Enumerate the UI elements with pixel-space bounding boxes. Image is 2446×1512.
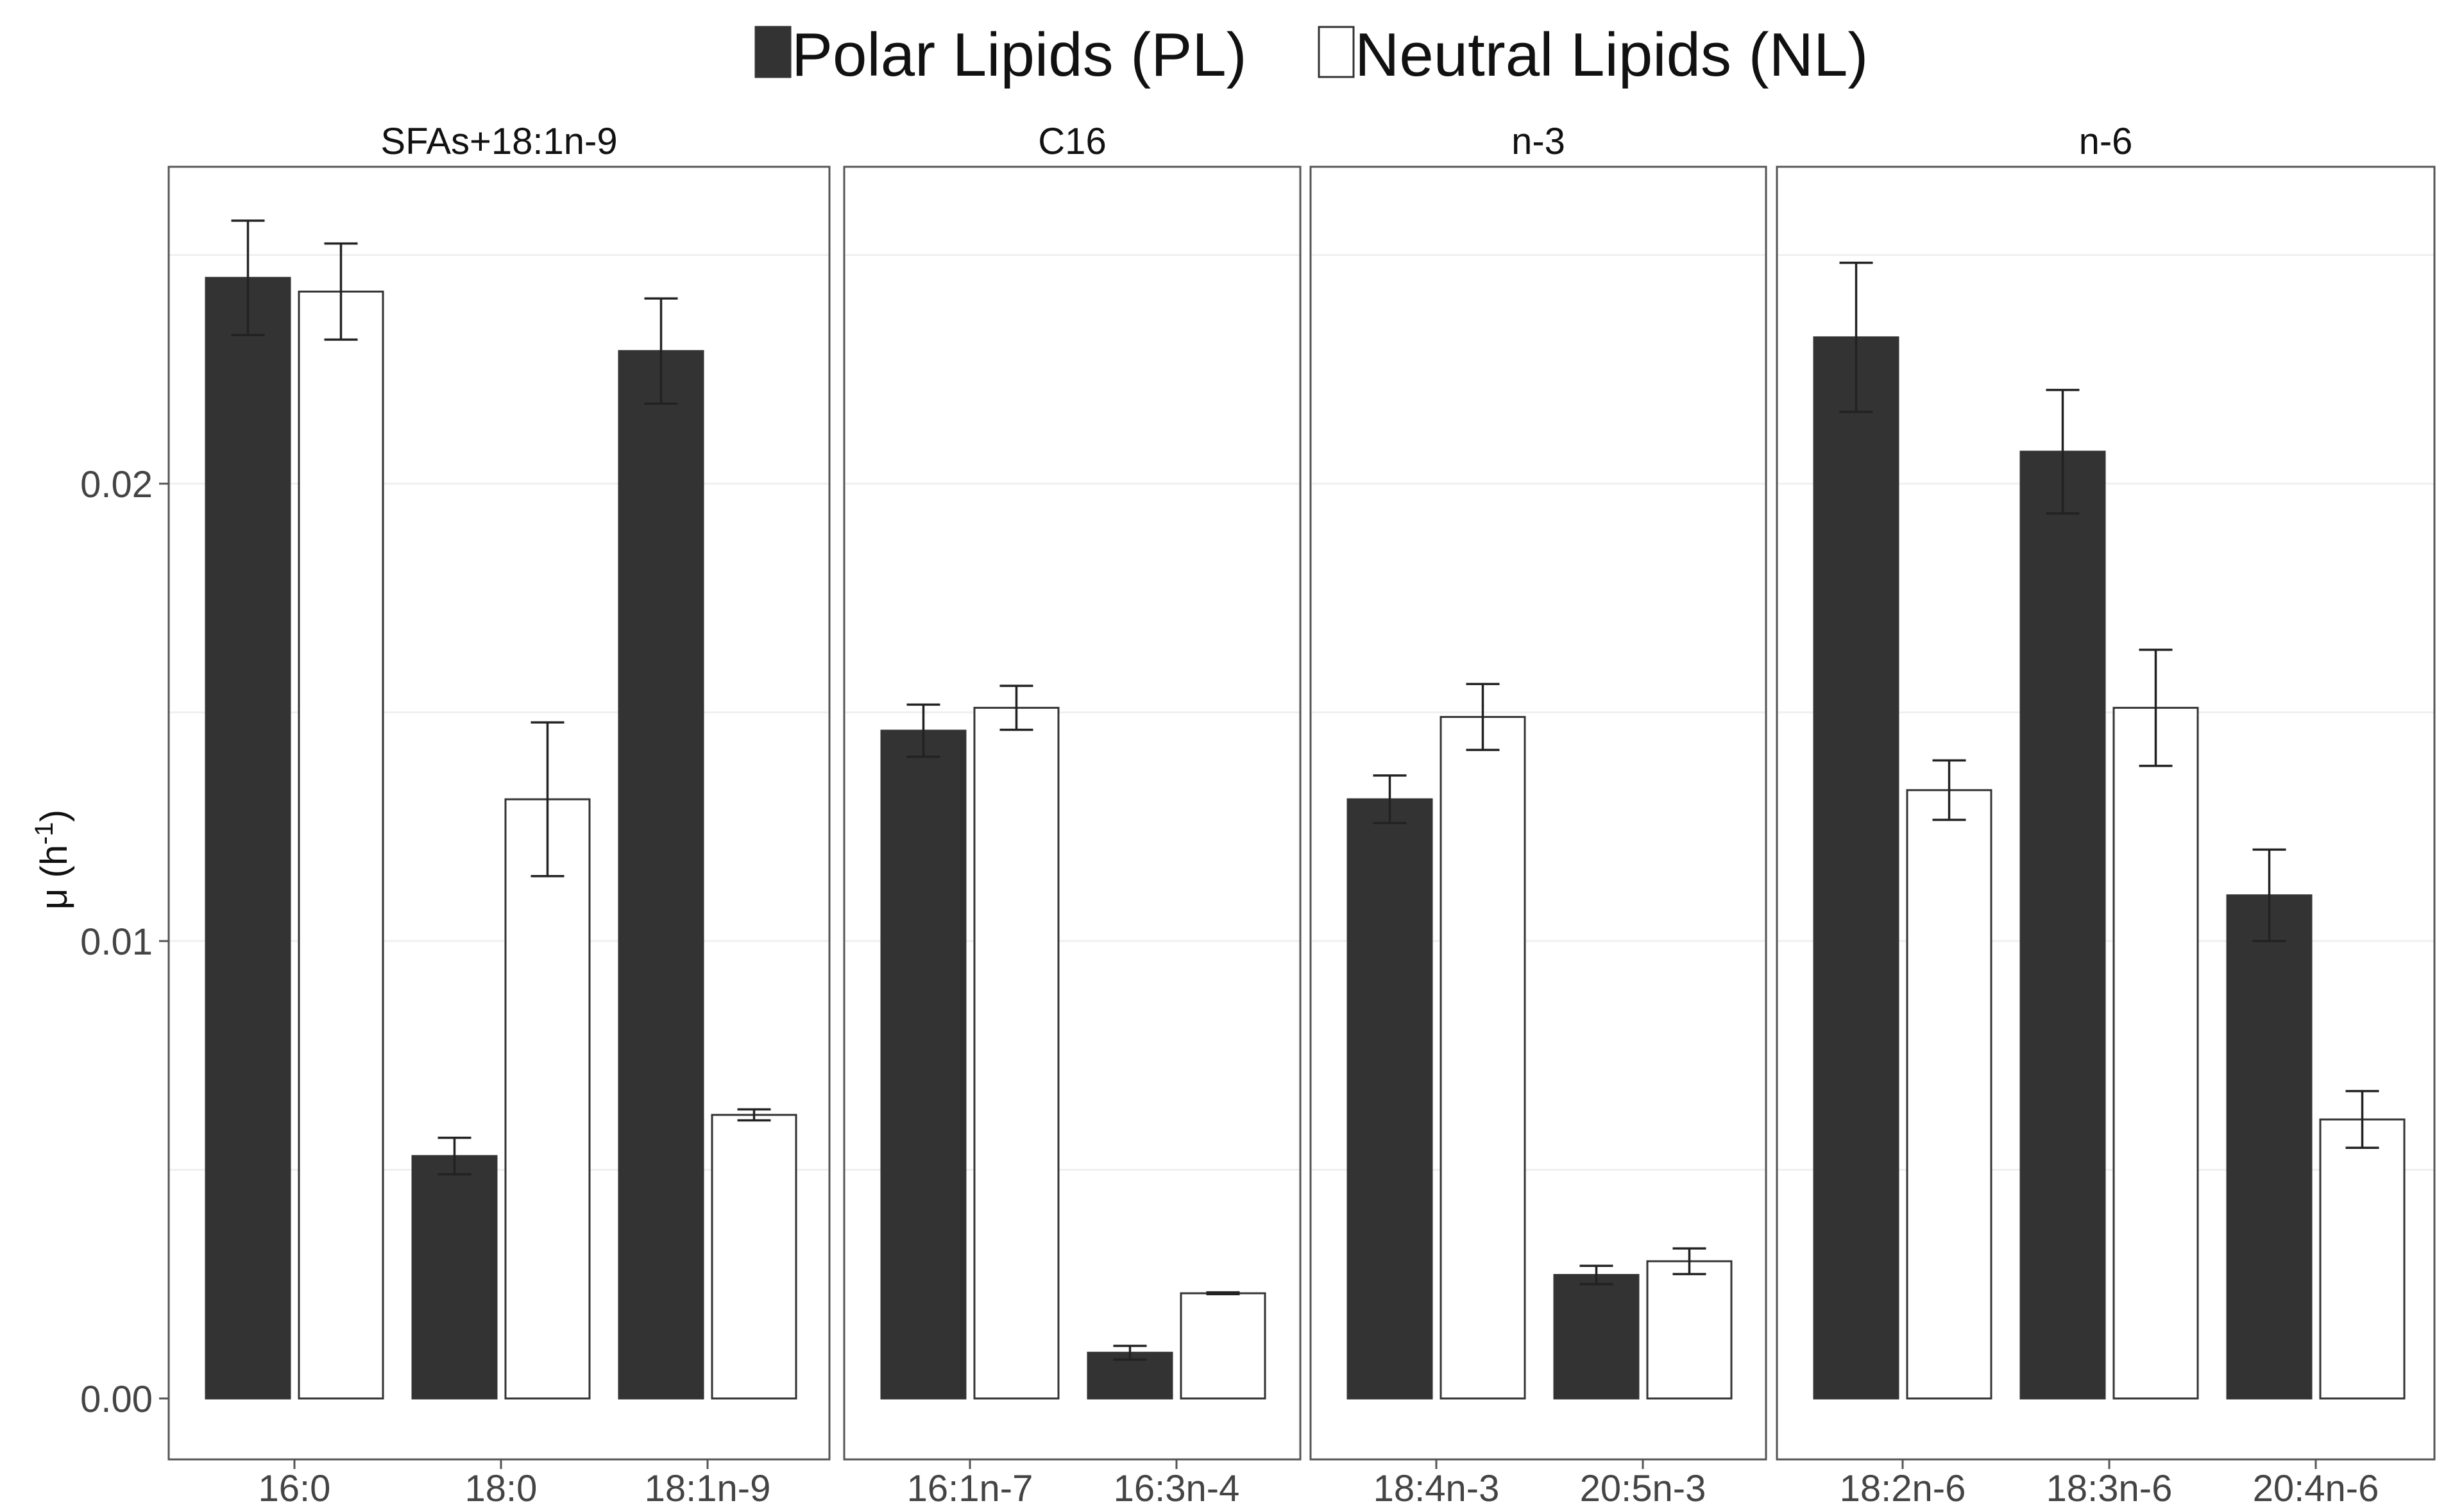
errorbar-nl-18-3n-6: [2139, 649, 2173, 767]
facet-panels: SFAs+18:1n-9 16:0 18:0 18:1n-9 C16 16:1n-7 16:…: [167, 121, 2436, 1509]
errorbar-nl-16-0: [324, 242, 358, 341]
x-tick-label: 18:2n-6: [1840, 1468, 1966, 1509]
legend-swatch-pl: [754, 26, 792, 78]
bar-pl-20-4n-6: [2226, 894, 2313, 1400]
errorbar-pl-16-0: [231, 219, 265, 337]
errorbar-pl-18-0: [437, 1136, 471, 1176]
errorbar-pl-18-2n-6: [1839, 261, 1873, 413]
bar-nl-18-2n-6: [1906, 789, 1992, 1400]
bar-pl-16-1n-7: [880, 729, 967, 1400]
bar-nl-16-1n-7: [973, 706, 1060, 1400]
y-axis: 0.00 0.01 0.02: [80, 464, 169, 1420]
x-tick-label: 18:0: [465, 1468, 538, 1509]
y-tick-label: 0.02: [80, 464, 153, 505]
errorbar-nl-16-3n-4: [1206, 1291, 1240, 1296]
panel-n-3: n-3 18:4n-3 20:5n-3: [1309, 121, 1767, 1509]
bar-nl-18-3n-6: [2112, 706, 2199, 1400]
bar-nl-16-3n-4: [1180, 1292, 1266, 1400]
errorbar-nl-18-0: [531, 721, 565, 878]
strip-label: SFAs+18:1n-9: [380, 121, 617, 162]
errorbar-nl-20-5n-3: [1672, 1247, 1706, 1275]
bar-pl-18-0: [411, 1155, 498, 1400]
y-tick-label: 0.01: [80, 921, 153, 963]
y-axis-label-close: ): [33, 810, 75, 822]
legend-label-nl: Neutral Lipids (NL): [1355, 21, 1868, 89]
panel-border: [843, 166, 1302, 1461]
x-tick-label: 16:0: [259, 1468, 331, 1509]
y-axis-label-sup: -1: [30, 822, 58, 845]
legend: Polar Lipids (PL) Neutral Lipids (NL): [754, 21, 1868, 89]
y-axis-label: μ (h-1): [30, 810, 75, 910]
legend-label-pl: Polar Lipids (PL): [792, 21, 1247, 89]
bar-pl-18-1n-9: [618, 350, 704, 1400]
errorbar-pl-16-3n-4: [1113, 1345, 1147, 1361]
panel-border: [1309, 166, 1767, 1461]
errorbar-pl-20-4n-6: [2252, 848, 2286, 942]
y-tick-label: 0.00: [80, 1379, 153, 1420]
x-tick-label: 16:1n-7: [907, 1468, 1033, 1509]
errorbar-pl-18-1n-9: [644, 297, 678, 405]
x-tick-label: 20:5n-3: [1580, 1468, 1706, 1509]
errorbar-pl-16-1n-7: [906, 703, 940, 758]
x-tick-label: 18:4n-3: [1373, 1468, 1500, 1509]
bar-pl-18-3n-6: [2019, 450, 2106, 1400]
bar-pl-18-4n-3: [1346, 798, 1433, 1400]
bar-nl-18-0: [504, 798, 591, 1400]
errorbar-nl-18-1n-9: [737, 1108, 771, 1122]
errorbar-nl-18-2n-6: [1932, 759, 1966, 821]
bar-nl-18-1n-9: [711, 1114, 797, 1400]
panel-border: [1776, 166, 2436, 1461]
panel-sfas-18-1n-9: SFAs+18:1n-9 16:0 18:0 18:1n-9: [167, 121, 831, 1509]
panel-n-6: n-6 18:2n-6 18:3n-6 20:4n-6: [1776, 121, 2436, 1509]
errorbar-pl-20-5n-3: [1579, 1264, 1613, 1286]
errorbar-pl-18-3n-6: [2046, 389, 2080, 515]
errorbar-nl-16-1n-7: [999, 684, 1033, 731]
bar-pl-20-5n-3: [1553, 1273, 1640, 1400]
x-tick-label: 18:1n-9: [645, 1468, 771, 1509]
bar-nl-20-4n-6: [2319, 1118, 2406, 1400]
y-axis-label-main: μ (h: [33, 845, 75, 910]
strip-label: n-3: [1511, 121, 1565, 162]
bar-pl-16-0: [205, 276, 291, 1400]
errorbar-pl-18-4n-3: [1373, 774, 1407, 824]
strip-label: n-6: [2079, 121, 2133, 162]
errorbar-nl-20-4n-6: [2345, 1090, 2379, 1150]
panel-c16: C16 16:1n-7 16:3n-4: [843, 121, 1302, 1509]
x-tick-label: 20:4n-6: [2253, 1468, 2379, 1509]
x-tick-label: 18:3n-6: [2046, 1468, 2173, 1509]
x-tick-label: 16:3n-4: [1114, 1468, 1240, 1509]
bar-pl-18-2n-6: [1813, 336, 1899, 1400]
bar-nl-20-5n-3: [1646, 1260, 1733, 1400]
strip-label: C16: [1038, 121, 1106, 162]
errorbar-nl-18-4n-3: [1466, 683, 1500, 751]
legend-swatch-nl: [1318, 26, 1355, 78]
bar-nl-16-0: [298, 291, 384, 1400]
bar-nl-18-4n-3: [1440, 716, 1526, 1400]
panel-border: [167, 166, 831, 1461]
